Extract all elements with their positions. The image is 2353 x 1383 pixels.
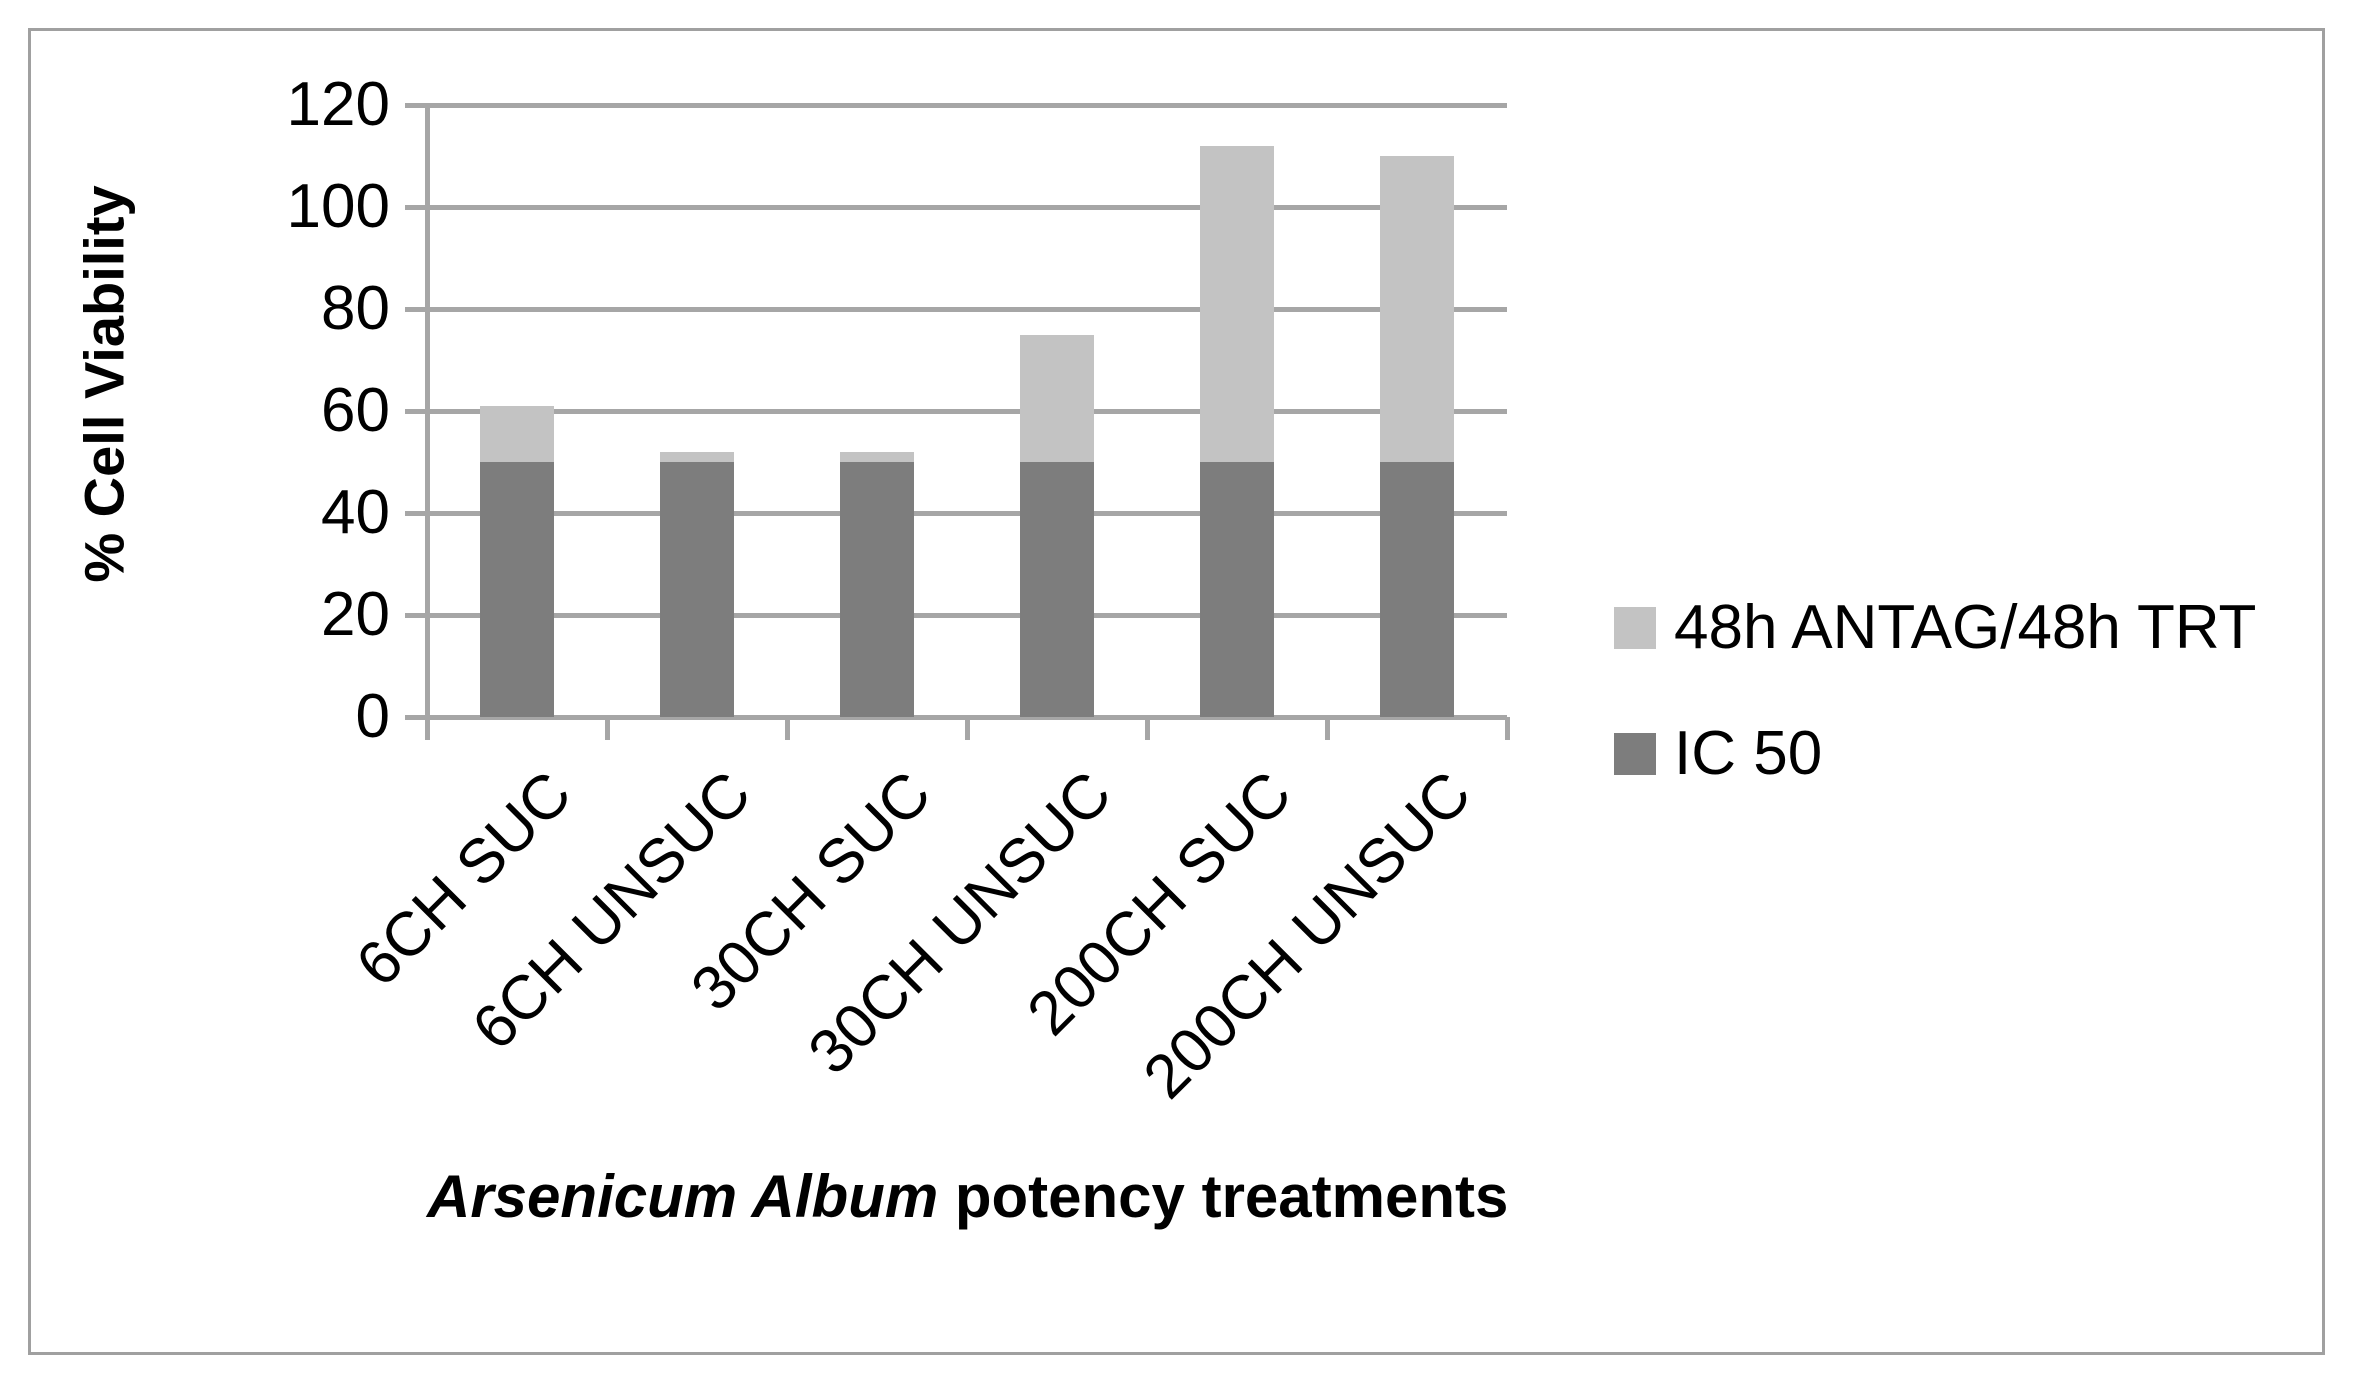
legend-entry-ic50: IC 50 <box>1614 723 1822 785</box>
gridline-0 <box>405 715 1507 720</box>
y-tick-label-0: 0 <box>355 682 390 751</box>
bar-segment-ic-50-6ch-unsuc <box>660 462 734 717</box>
gridline-60 <box>405 409 1507 414</box>
chart-border-frame <box>28 28 2325 1355</box>
x-axis-tick-3 <box>965 717 970 740</box>
bar-segment-ic-50-200ch-unsuc <box>1380 462 1454 717</box>
x-axis-tick-1 <box>605 717 610 740</box>
x-axis-title: Arsenicum Album potency treatments <box>427 1162 1509 1231</box>
y-axis-line <box>425 105 430 740</box>
gridline-40 <box>405 511 1507 516</box>
gridline-100 <box>405 205 1507 210</box>
gridline-120 <box>405 103 1507 108</box>
y-tick-label-40: 40 <box>321 478 390 547</box>
x-axis-title-rest: potency treatments <box>938 1163 1509 1230</box>
gridline-80 <box>405 307 1507 312</box>
bar-segment-48h-antag-48h-trt-200ch-suc <box>1200 145 1274 462</box>
x-axis-tick-2 <box>785 717 790 740</box>
bar-segment-48h-antag-48h-trt-30ch-unsuc <box>1020 334 1094 462</box>
gridline-20 <box>405 613 1507 618</box>
bar-segment-ic-50-30ch-suc <box>840 462 914 717</box>
x-axis-tick-4 <box>1145 717 1150 740</box>
legend-label-antag: 48h ANTAG/48h TRT <box>1674 593 2257 662</box>
legend-label-ic50: IC 50 <box>1674 719 1823 788</box>
bar-segment-ic-50-200ch-suc <box>1200 462 1274 717</box>
bar-segment-48h-antag-48h-trt-200ch-unsuc <box>1380 156 1454 462</box>
bar-segment-48h-antag-48h-trt-6ch-unsuc <box>660 451 734 462</box>
legend-swatch-antag <box>1614 607 1656 649</box>
y-tick-label-80: 80 <box>321 274 390 343</box>
bar-segment-48h-antag-48h-trt-30ch-suc <box>840 451 914 462</box>
x-axis-title-italic: Arsenicum Album <box>427 1163 939 1230</box>
x-axis-tick-0 <box>425 717 430 740</box>
legend-swatch-ic50 <box>1614 733 1656 775</box>
y-tick-label-100: 100 <box>286 172 390 241</box>
bar-segment-48h-antag-48h-trt-6ch-suc <box>480 405 554 462</box>
y-tick-label-120: 120 <box>286 70 390 139</box>
bar-segment-ic-50-30ch-unsuc <box>1020 462 1094 717</box>
y-axis-title: % Cell Viability <box>72 185 136 583</box>
legend-entry-antag: 48h ANTAG/48h TRT <box>1614 597 2256 659</box>
x-axis-tick-6 <box>1505 717 1510 740</box>
bar-segment-ic-50-6ch-suc <box>480 462 554 717</box>
x-axis-tick-5 <box>1325 717 1330 740</box>
y-tick-label-20: 20 <box>321 580 390 649</box>
y-tick-label-60: 60 <box>321 376 390 445</box>
